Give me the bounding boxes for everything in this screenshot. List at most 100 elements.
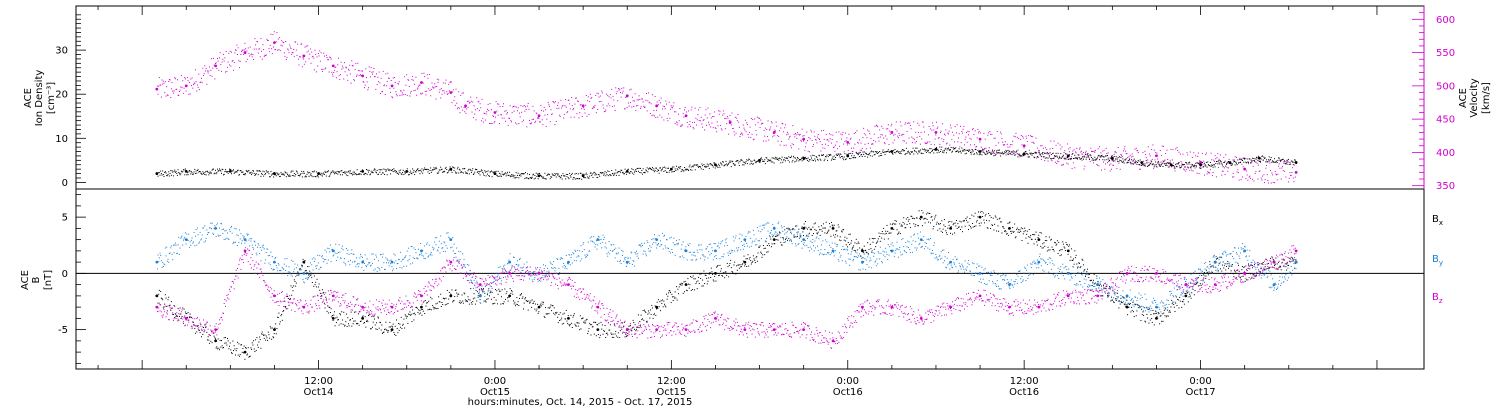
data-dot bbox=[186, 84, 188, 86]
data-dot bbox=[648, 168, 650, 170]
data-dot bbox=[1099, 155, 1101, 157]
data-dot bbox=[472, 168, 474, 170]
data-dot bbox=[647, 171, 649, 173]
data-dot bbox=[295, 49, 297, 51]
data-dot bbox=[953, 134, 955, 136]
data-dot bbox=[1136, 150, 1138, 152]
data-dot bbox=[285, 58, 287, 60]
data-dot bbox=[577, 325, 579, 327]
data-dot bbox=[596, 177, 598, 179]
data-dot bbox=[744, 263, 746, 265]
data-dot bbox=[517, 301, 519, 303]
data-dot bbox=[661, 108, 663, 110]
data-dot bbox=[658, 306, 660, 308]
data-dot bbox=[432, 306, 434, 308]
data-dot bbox=[591, 108, 593, 110]
data-dot bbox=[172, 313, 174, 315]
data-dot bbox=[811, 139, 813, 141]
data-dot bbox=[978, 154, 980, 156]
data-dot bbox=[1068, 244, 1070, 246]
data-dot bbox=[184, 77, 186, 79]
data-dot bbox=[588, 327, 590, 329]
data-dot bbox=[772, 133, 774, 135]
data-dot bbox=[851, 155, 853, 157]
data-point bbox=[243, 51, 247, 54]
data-dot bbox=[786, 157, 788, 159]
data-dot bbox=[760, 119, 762, 121]
data-dot bbox=[464, 111, 466, 113]
data-dot bbox=[209, 171, 211, 173]
data-dot bbox=[934, 138, 936, 140]
data-dot bbox=[365, 320, 367, 322]
data-dot bbox=[413, 319, 415, 321]
data-dot bbox=[664, 108, 666, 110]
data-dot bbox=[696, 164, 698, 166]
data-dot bbox=[761, 159, 763, 161]
data-dot bbox=[1264, 182, 1266, 184]
data-dot bbox=[1137, 161, 1139, 163]
data-dot bbox=[249, 46, 251, 48]
data-dot bbox=[909, 226, 911, 228]
data-dot bbox=[794, 225, 796, 227]
data-dot bbox=[364, 84, 366, 86]
data-dot bbox=[814, 135, 816, 137]
data-dot bbox=[678, 120, 680, 122]
data-dot bbox=[872, 241, 874, 243]
data-dot bbox=[569, 108, 571, 110]
data-dot bbox=[601, 172, 603, 174]
data-dot bbox=[927, 212, 929, 214]
data-dot bbox=[250, 54, 252, 56]
data-dot bbox=[285, 40, 287, 42]
data-dot bbox=[848, 152, 850, 154]
data-dot bbox=[579, 112, 581, 114]
data-dot bbox=[887, 149, 889, 151]
data-dot bbox=[688, 124, 690, 126]
data-dot bbox=[1226, 162, 1228, 164]
data-dot bbox=[1150, 160, 1152, 162]
data-dot bbox=[712, 279, 714, 281]
data-dot bbox=[510, 292, 512, 294]
data-dot bbox=[1116, 168, 1118, 170]
data-dot bbox=[633, 173, 635, 175]
data-dot bbox=[1043, 242, 1045, 244]
data-dot bbox=[1121, 161, 1123, 163]
data-dot bbox=[434, 83, 436, 85]
data-dot bbox=[762, 254, 764, 256]
data-dot bbox=[1199, 167, 1201, 169]
data-dot bbox=[749, 126, 751, 128]
velocity-tick-label: 600 bbox=[1436, 15, 1455, 26]
data-dot bbox=[265, 173, 267, 175]
data-dot bbox=[750, 118, 752, 120]
data-dot bbox=[1292, 167, 1294, 169]
data-dot bbox=[406, 94, 408, 96]
data-dot bbox=[488, 175, 490, 177]
data-dot bbox=[960, 142, 962, 144]
data-dot bbox=[552, 305, 554, 307]
data-dot bbox=[1026, 140, 1028, 142]
data-dot bbox=[884, 233, 886, 235]
data-dot bbox=[693, 128, 695, 130]
data-dot bbox=[559, 175, 561, 177]
data-dot bbox=[1046, 157, 1048, 159]
data-dot bbox=[520, 175, 522, 177]
data-dot bbox=[525, 108, 527, 110]
data-dot bbox=[829, 223, 831, 225]
data-dot bbox=[1123, 150, 1125, 152]
data-dot bbox=[460, 301, 462, 303]
data-dot bbox=[186, 316, 188, 318]
data-dot bbox=[902, 149, 904, 151]
data-dot bbox=[233, 345, 235, 347]
data-dot bbox=[319, 292, 321, 294]
data-dot bbox=[597, 173, 599, 175]
data-dot bbox=[579, 178, 581, 180]
data-dot bbox=[543, 178, 545, 180]
velocity-tick-label: 400 bbox=[1436, 148, 1455, 159]
data-dot bbox=[241, 351, 243, 353]
data-dot bbox=[1100, 155, 1102, 157]
data-dot bbox=[927, 149, 929, 151]
data-dot bbox=[994, 137, 996, 139]
data-dot bbox=[658, 99, 660, 101]
data-dot bbox=[689, 284, 691, 286]
data-dot bbox=[916, 217, 918, 219]
data-dot bbox=[854, 242, 856, 244]
